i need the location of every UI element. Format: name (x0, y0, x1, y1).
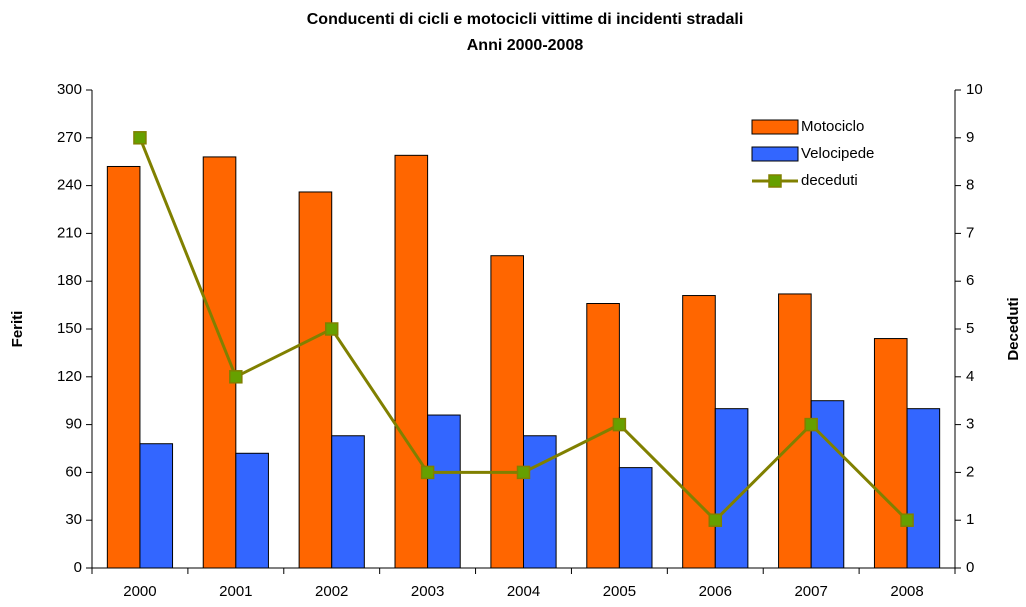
y2-tick-label: 2 (966, 463, 974, 480)
y2-tick-label: 6 (966, 272, 974, 289)
bar (873, 338, 908, 569)
bar (139, 443, 174, 569)
marker (133, 131, 147, 145)
x-tick-label: 2000 (123, 583, 156, 600)
x-tick-label: 2002 (315, 583, 348, 600)
legend-swatch (751, 146, 799, 162)
y-tick-label: 150 (57, 320, 82, 337)
y2-tick-label: 8 (966, 177, 974, 194)
y-tick-label: 300 (57, 81, 82, 98)
y-tick-label: 0 (74, 559, 82, 576)
marker (708, 513, 723, 527)
bar (298, 191, 333, 569)
marker (612, 417, 627, 432)
marker (420, 465, 435, 480)
bar (427, 414, 461, 569)
y2-tick-label: 3 (966, 416, 974, 433)
legend-label: Velocipede (801, 145, 874, 162)
x-tick-label: 2006 (699, 583, 732, 600)
x-tick-label: 2001 (219, 583, 252, 600)
bar (682, 295, 716, 569)
y-axis-title: Feriti (9, 311, 26, 348)
y2-tick-label: 5 (966, 320, 974, 337)
y2-tick-label: 1 (966, 511, 974, 528)
x-tick-label: 2005 (603, 583, 636, 600)
bar (331, 435, 365, 569)
legend-label: deceduti (801, 172, 858, 189)
y2-tick-label: 10 (966, 81, 983, 98)
y2-tick-label: 0 (966, 559, 974, 576)
marker (324, 322, 339, 336)
chart-subtitle: Anni 2000-2008 (467, 37, 584, 54)
bar (235, 452, 269, 569)
legend-marker (768, 174, 782, 188)
y-tick-label: 270 (57, 129, 82, 146)
marker (804, 417, 818, 432)
chart-title: Conducenti di cicli e motocicli vittime … (307, 11, 744, 28)
bar (618, 467, 653, 569)
bar (586, 303, 620, 569)
y-tick-label: 90 (65, 416, 82, 433)
marker (229, 370, 243, 384)
x-tick-label: 2007 (794, 583, 827, 600)
y-tick-label: 30 (65, 511, 82, 528)
y-tick-label: 60 (65, 463, 82, 480)
y2-tick-label: 7 (966, 224, 974, 241)
bar (906, 408, 941, 569)
y-tick-label: 210 (57, 224, 82, 241)
y-tick-label: 240 (57, 177, 82, 194)
y2-tick-label: 4 (966, 368, 974, 385)
bar (714, 408, 749, 569)
y-tick-label: 180 (57, 272, 82, 289)
legend-swatch (751, 119, 799, 135)
x-tick-label: 2003 (411, 583, 444, 600)
x-tick-label: 2004 (507, 583, 540, 600)
bar (523, 435, 557, 569)
bar (490, 255, 524, 569)
bar (394, 154, 429, 569)
bar (106, 165, 141, 569)
y-tick-label: 120 (57, 368, 82, 385)
x-tick-label: 2008 (890, 583, 923, 600)
marker (516, 465, 531, 480)
y2-tick-label: 9 (966, 129, 974, 146)
marker (900, 513, 914, 527)
y2-axis-title: Deceduti (1005, 297, 1022, 360)
legend-label: Motociclo (801, 118, 864, 135)
